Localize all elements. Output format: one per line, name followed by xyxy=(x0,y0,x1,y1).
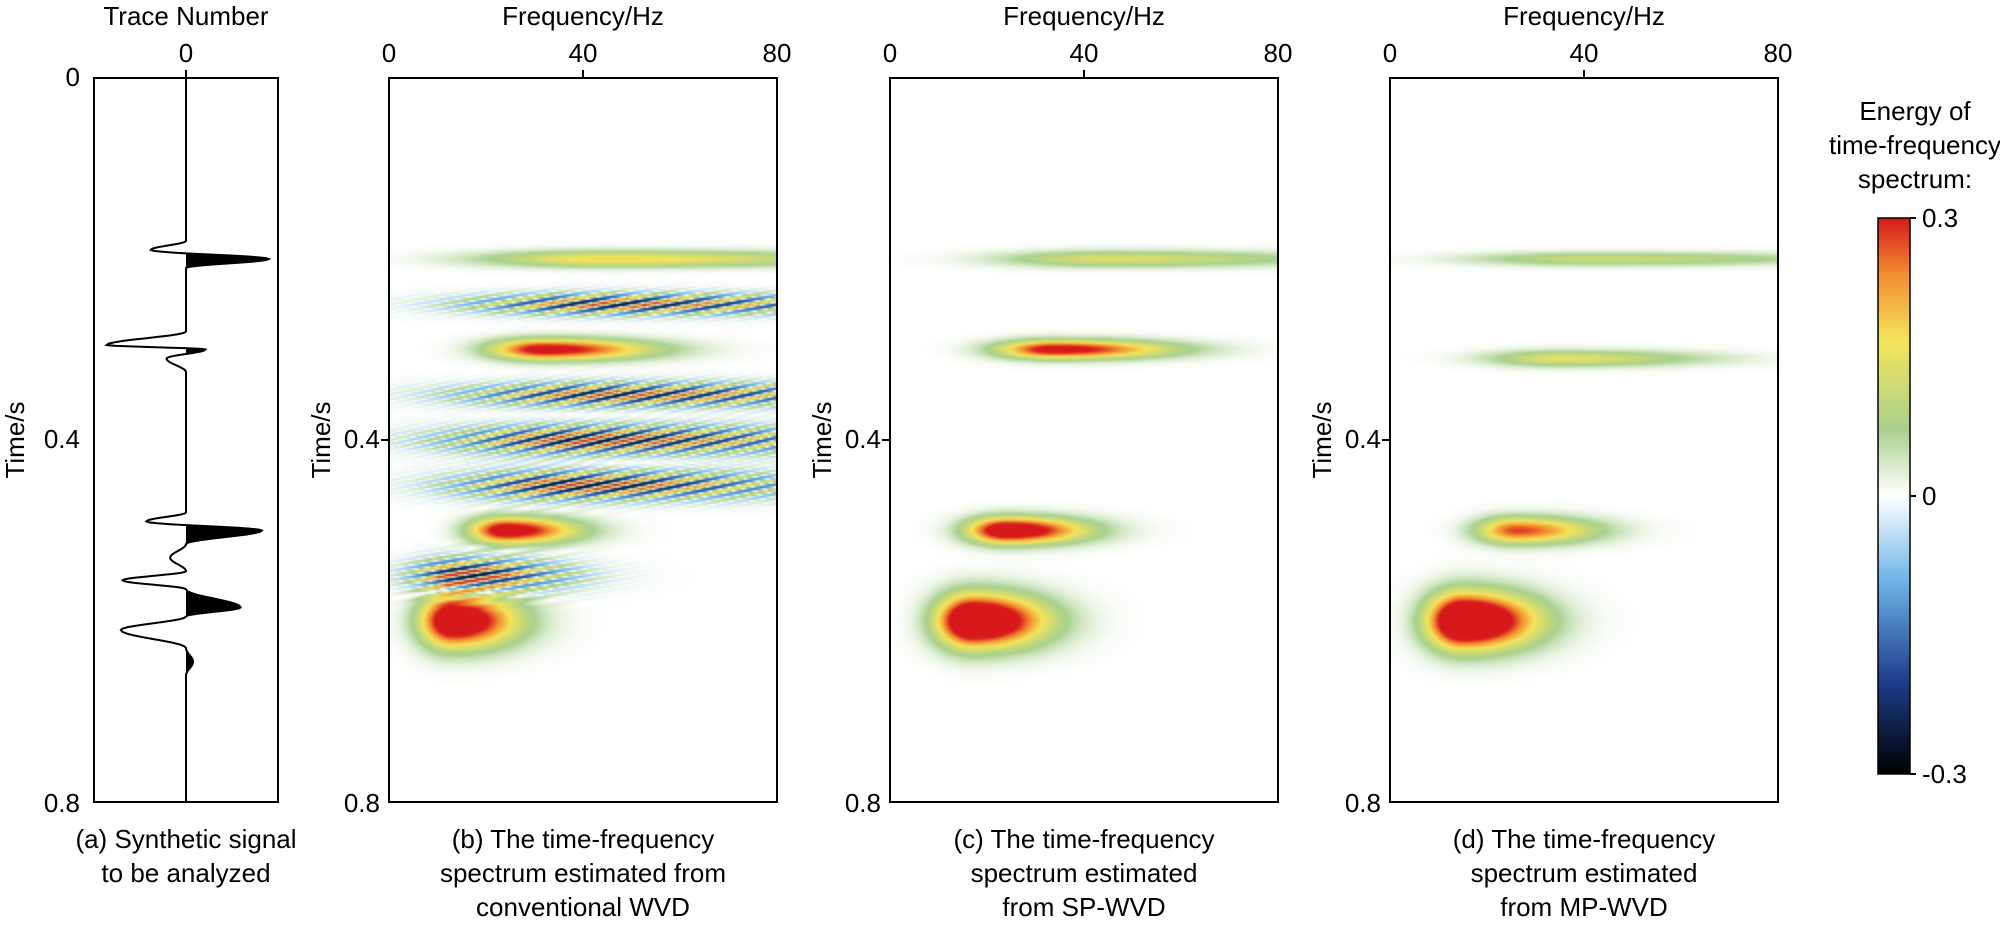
panel-a-ylabel: Time/s xyxy=(0,401,30,478)
panel-c-xlabel: Frequency/Hz xyxy=(1003,1,1165,31)
panel-d-caption-line-3: from MP-WVD xyxy=(1500,892,1668,922)
colorbar-tick-top: 0.3 xyxy=(1922,203,1958,233)
colorbar-title-line-3: spectrum: xyxy=(1858,164,1972,194)
colorbar-title-line-2: time-frequency xyxy=(1829,130,2000,160)
panel-b-heatmap xyxy=(390,78,776,802)
panel-b-caption-line-3: conventional WVD xyxy=(476,892,690,922)
panel-b-ytick-1: 0.4 xyxy=(344,424,380,454)
panel-d-xtick-1: 40 xyxy=(1570,38,1599,68)
panel-d-xtick-0: 0 xyxy=(1383,38,1397,68)
panel-d-caption-line-1: (d) The time-frequency xyxy=(1453,824,1716,854)
colorbar-gradient xyxy=(1877,217,1911,775)
colorbar-title-line-1: Energy of xyxy=(1859,96,1971,126)
colorbar: Energy of time-frequency spectrum: 0.3 0… xyxy=(1829,96,2000,789)
panel-d-xtick-2: 80 xyxy=(1764,38,1793,68)
colorbar-tick-bottom: -0.3 xyxy=(1922,759,1967,789)
panel-b-caption-line-2: spectrum estimated from xyxy=(440,858,726,888)
panel-c: Frequency/Hz 0 40 80 0.4 0.8 Time/s (c) … xyxy=(807,1,1292,922)
panel-b-xtick-0: 0 xyxy=(382,38,396,68)
panel-a-plot xyxy=(93,70,279,803)
panel-b: Frequency/Hz 0 40 80 0.4 0.8 Time/s (b) … xyxy=(306,1,791,922)
panel-a-xtick-0: 0 xyxy=(179,38,193,68)
panel-a-trace-line xyxy=(104,78,272,802)
panel-a-ytick-2: 0.8 xyxy=(44,788,80,818)
panel-c-heatmap xyxy=(891,78,1277,802)
colorbar-tick-mid: 0 xyxy=(1922,481,1936,511)
panel-b-ytick-2: 0.8 xyxy=(344,788,380,818)
panel-a: Trace Number 0 0 0.4 0.8 Time/s (a) Synt… xyxy=(0,1,297,888)
panel-c-xtick-2: 80 xyxy=(1264,38,1293,68)
panel-c-caption-line-3: from SP-WVD xyxy=(1002,892,1165,922)
panel-c-caption-line-2: spectrum estimated xyxy=(971,858,1198,888)
panel-d: Frequency/Hz 0 40 80 0.4 0.8 Time/s (d) … xyxy=(1307,1,1792,922)
panel-d-ylabel: Time/s xyxy=(1307,401,1337,478)
panel-a-ytick-0: 0 xyxy=(66,62,80,92)
panel-b-xtick-2: 80 xyxy=(763,38,792,68)
panel-b-xlabel: Frequency/Hz xyxy=(502,1,664,31)
panel-a-caption-line-1: (a) Synthetic signal xyxy=(75,824,296,854)
panel-a-caption-line-2: to be analyzed xyxy=(101,858,270,888)
panel-c-xtick-1: 40 xyxy=(1070,38,1099,68)
panel-c-caption-line-1: (c) The time-frequency xyxy=(953,824,1214,854)
panel-d-ytick-1: 0.4 xyxy=(1345,424,1381,454)
panel-c-xtick-0: 0 xyxy=(883,38,897,68)
panel-d-heatmap xyxy=(1391,78,1777,802)
panel-b-ylabel: Time/s xyxy=(306,401,336,478)
panel-c-ytick-2: 0.8 xyxy=(845,788,881,818)
panel-b-xtick-1: 40 xyxy=(569,38,598,68)
panel-b-caption-line-1: (b) The time-frequency xyxy=(452,824,715,854)
panel-d-ytick-2: 0.8 xyxy=(1345,788,1381,818)
panel-a-xlabel: Trace Number xyxy=(103,1,269,31)
panel-d-caption-line-2: spectrum estimated xyxy=(1471,858,1698,888)
panel-a-ytick-1: 0.4 xyxy=(44,424,80,454)
panel-c-ylabel: Time/s xyxy=(807,401,837,478)
panel-c-ytick-1: 0.4 xyxy=(845,424,881,454)
panel-d-xlabel: Frequency/Hz xyxy=(1503,1,1665,31)
panel-a-trace-fill xyxy=(186,253,269,676)
